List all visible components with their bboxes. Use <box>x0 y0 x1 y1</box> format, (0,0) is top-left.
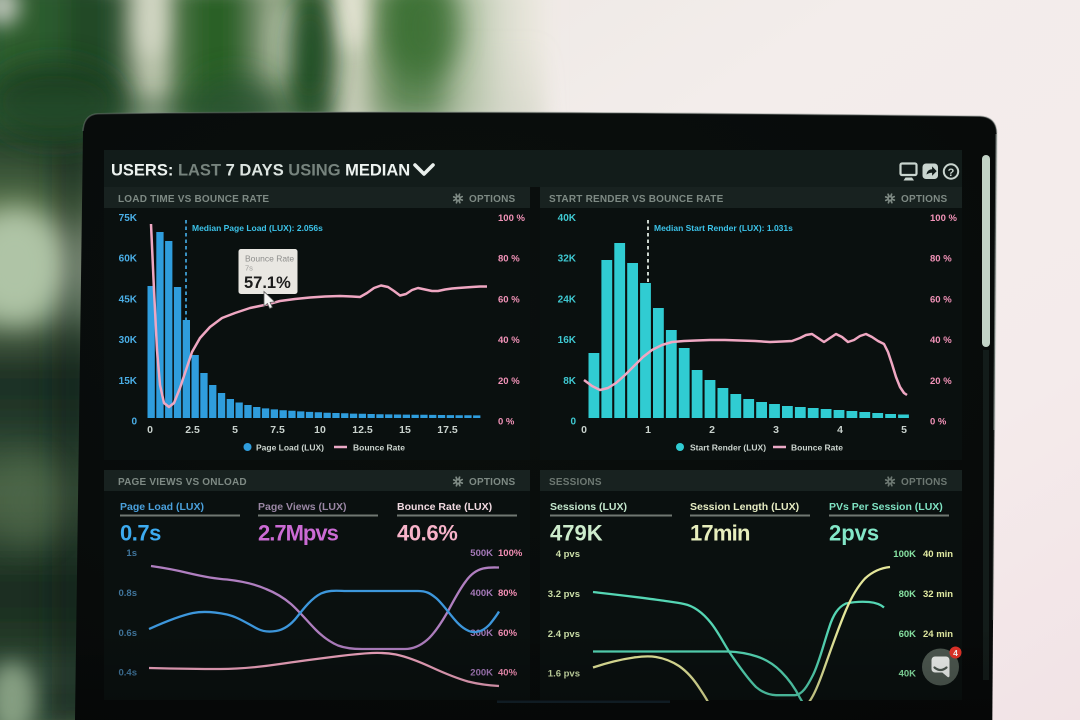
svg-text:OPTIONS: OPTIONS <box>469 194 516 205</box>
svg-text:START RENDER VS BOUNCE RATE: START RENDER VS BOUNCE RATE <box>549 194 724 205</box>
svg-text:8K: 8K <box>563 376 577 387</box>
svg-text:40K: 40K <box>558 213 577 224</box>
svg-text:USERS: LAST 7 DAYS USING MEDIA: USERS: LAST 7 DAYS USING MEDIAN <box>111 162 410 180</box>
svg-text:57.1%: 57.1% <box>244 274 291 292</box>
svg-text:OPTIONS: OPTIONS <box>901 194 948 205</box>
svg-text:7s: 7s <box>245 264 253 273</box>
svg-text:40 %: 40 % <box>498 335 520 346</box>
svg-text:40 %: 40 % <box>930 335 952 346</box>
svg-text:100 %: 100 % <box>930 213 957 224</box>
svg-text:?: ? <box>948 167 955 179</box>
svg-text:60 %: 60 % <box>930 294 952 305</box>
svg-text:80 %: 80 % <box>930 254 952 265</box>
svg-text:Median Page Load (LUX): 2.056s: Median Page Load (LUX): 2.056s <box>192 223 323 233</box>
svg-text:20 %: 20 % <box>498 376 520 387</box>
svg-text:16K: 16K <box>558 335 577 346</box>
svg-text:80 %: 80 % <box>498 254 520 265</box>
svg-text:20 %: 20 % <box>930 376 952 387</box>
svg-text:LOAD TIME VS BOUNCE RATE: LOAD TIME VS BOUNCE RATE <box>118 194 269 205</box>
svg-text:75K: 75K <box>119 213 138 224</box>
svg-text:60K: 60K <box>119 254 138 265</box>
svg-text:Median Start Render (LUX): 1.0: Median Start Render (LUX): 1.031s <box>654 223 793 233</box>
svg-text:24K: 24K <box>558 294 577 305</box>
svg-text:Bounce Rate: Bounce Rate <box>245 254 294 264</box>
svg-text:32K: 32K <box>558 254 577 265</box>
svg-text:60 %: 60 % <box>498 294 520 305</box>
svg-text:30K: 30K <box>119 335 138 346</box>
svg-text:100 %: 100 % <box>498 213 525 224</box>
svg-text:45K: 45K <box>119 294 138 305</box>
svg-text:15K: 15K <box>119 376 138 387</box>
